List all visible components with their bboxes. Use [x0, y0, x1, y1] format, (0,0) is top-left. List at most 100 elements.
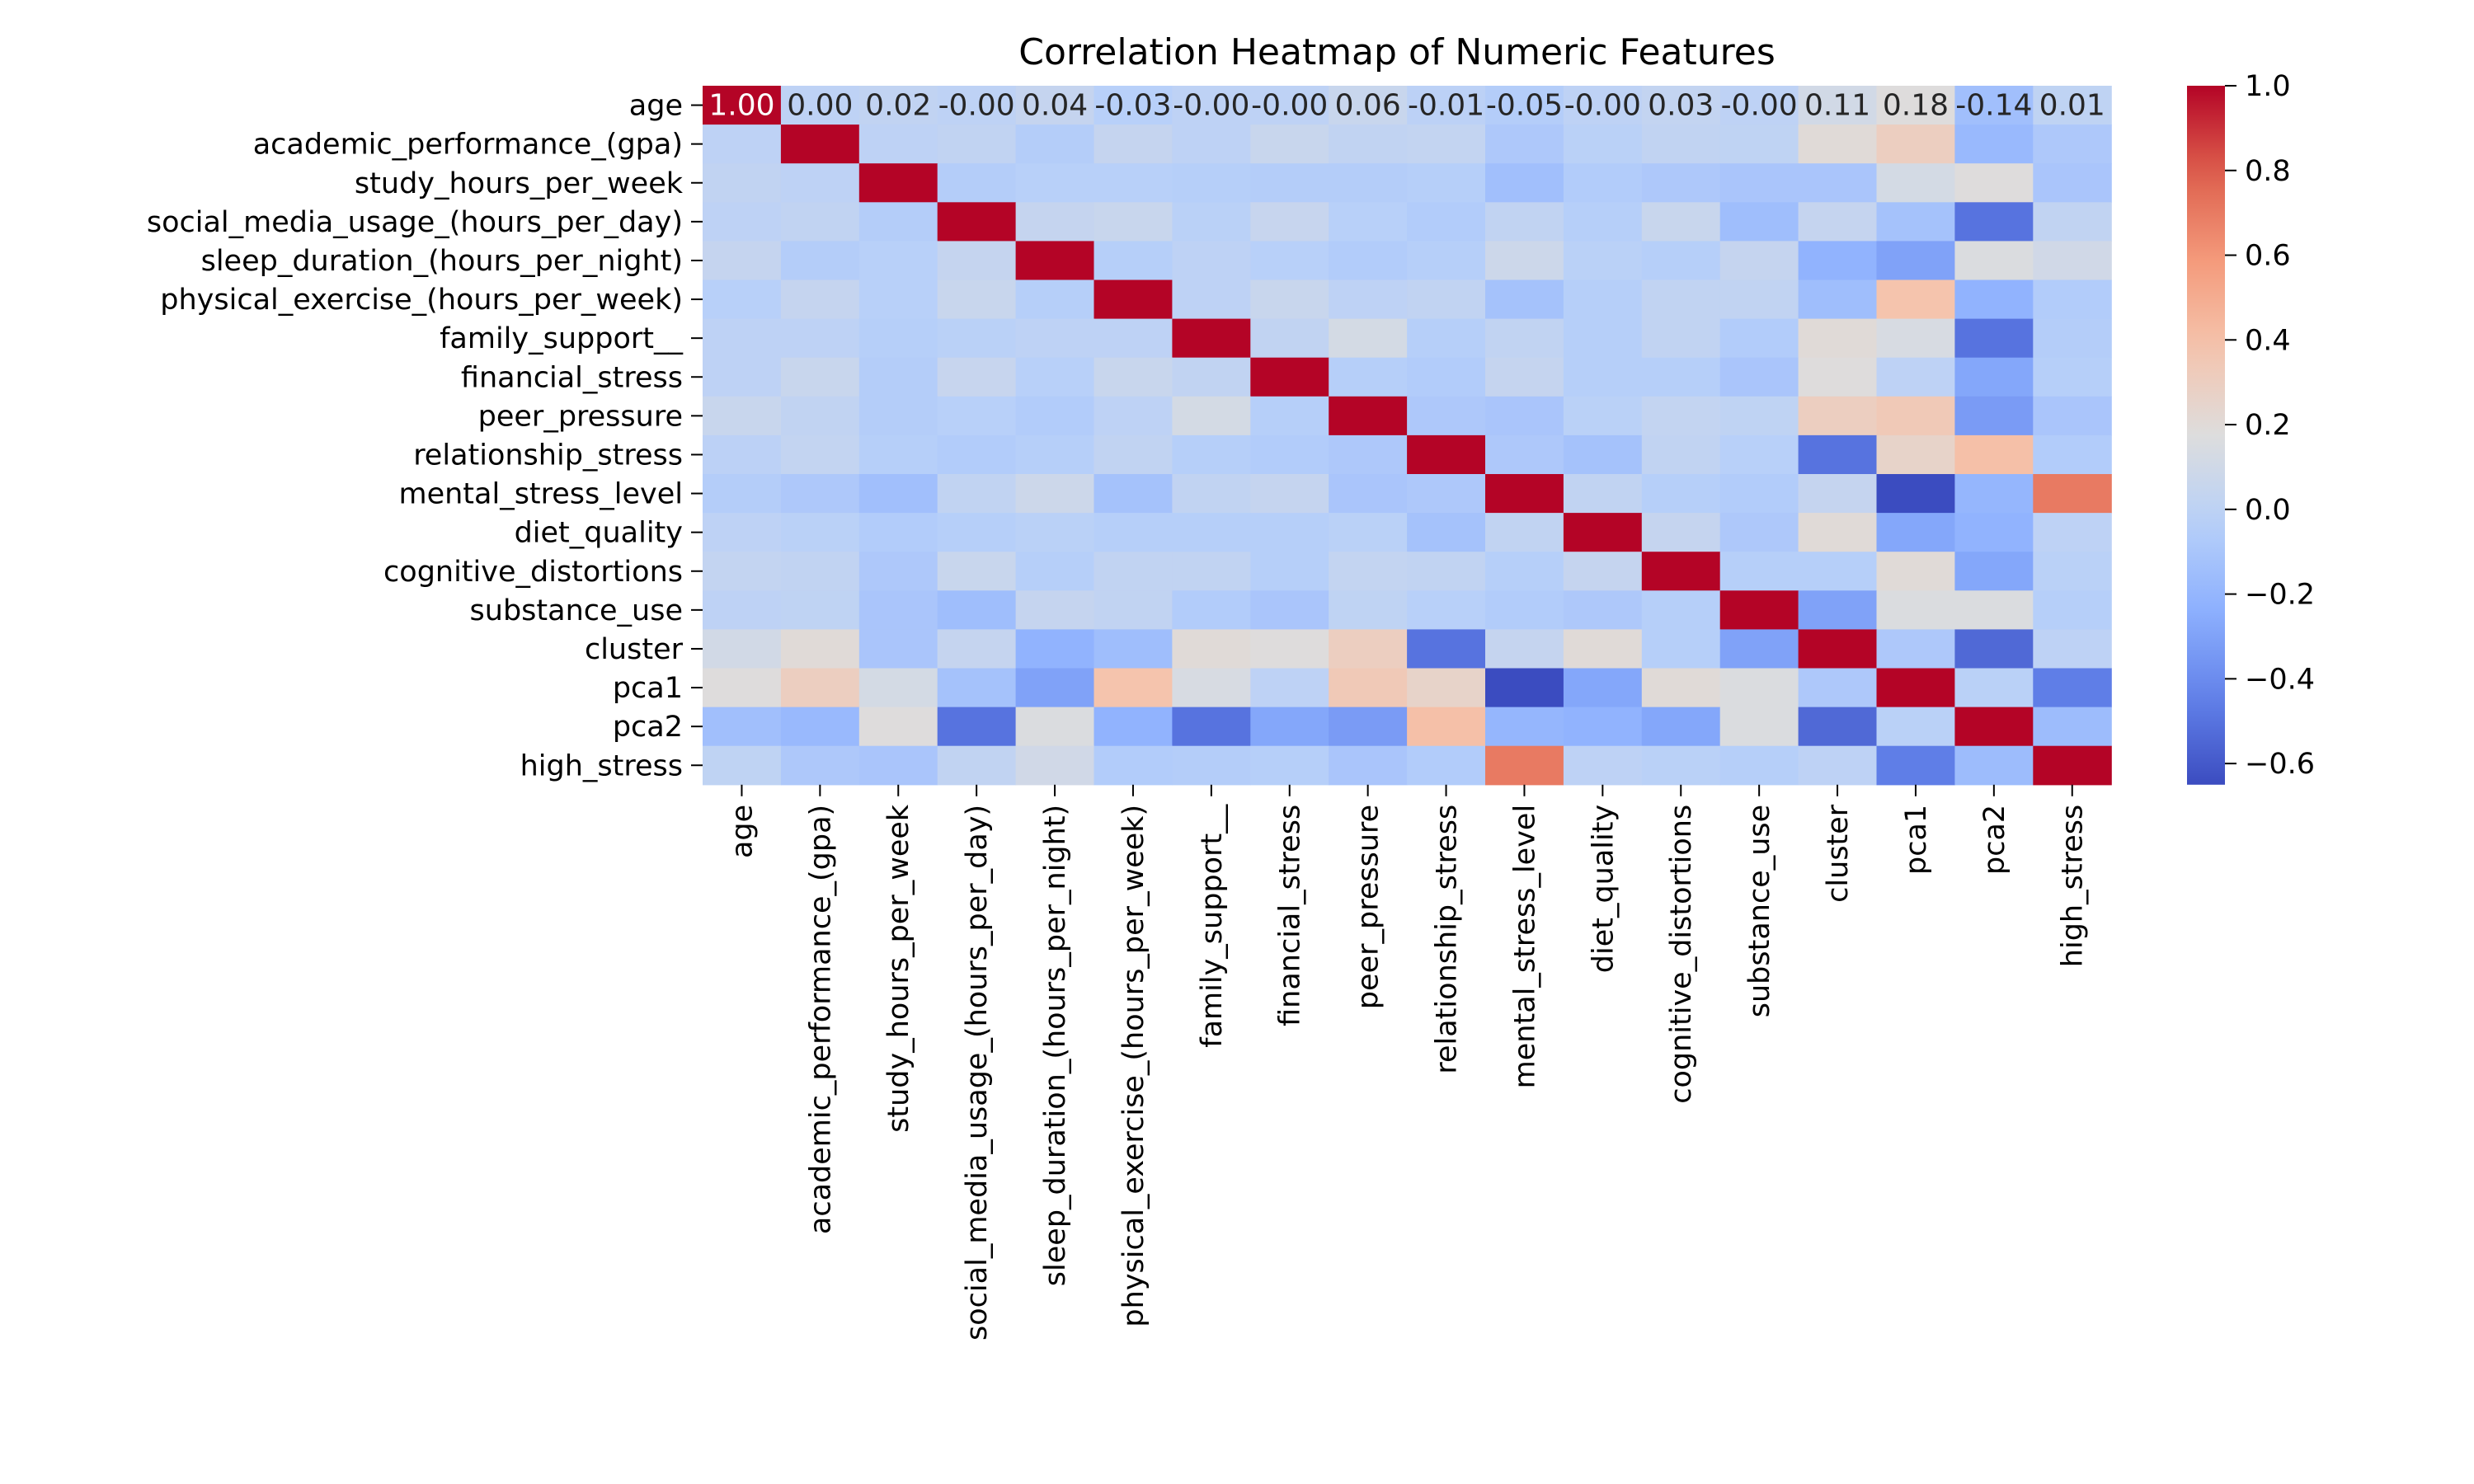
heatmap-cell [1798, 513, 1878, 552]
heatmap-cell [1329, 163, 1408, 203]
heatmap-cell [1015, 474, 1095, 514]
heatmap-cell [1719, 629, 1799, 669]
heatmap-cell [937, 396, 1017, 436]
heatmap-cell [703, 86, 782, 125]
x-tick-label: peer_pressure [1352, 805, 1385, 1009]
heatmap-cell [1798, 434, 1878, 475]
heatmap-cell [1876, 745, 1955, 786]
heatmap-cell [1015, 707, 1095, 747]
heatmap-cell [703, 163, 782, 203]
heatmap-cell [1798, 241, 1878, 281]
heatmap-cell [1876, 668, 1955, 708]
heatmap-cell [1094, 745, 1173, 786]
heatmap-cell [1798, 202, 1878, 242]
heatmap-cells [703, 86, 2112, 786]
y-tick-label: financial_stress [461, 361, 683, 394]
heatmap-cell [1876, 396, 1955, 436]
heatmap-cell [780, 202, 860, 242]
heatmap-cell [1641, 707, 1721, 747]
heatmap-cell [1719, 513, 1799, 552]
heatmap-cell [1563, 434, 1643, 475]
heatmap-cell [1798, 357, 1878, 397]
cell-annotation: 1.00 [708, 89, 774, 123]
heatmap-cell [1719, 590, 1799, 630]
heatmap-cell [1407, 745, 1486, 786]
heatmap-cell [1641, 590, 1721, 630]
heatmap-cell [937, 202, 1017, 242]
y-tick-label: diet_quality [515, 517, 683, 550]
heatmap-cell [1719, 318, 1799, 359]
heatmap-cell [1641, 745, 1721, 786]
heatmap-cell [858, 86, 938, 125]
heatmap-cell [703, 318, 782, 359]
cell-annotation: 0.03 [1648, 89, 1714, 123]
heatmap-cell [1954, 668, 2034, 708]
heatmap-cell [1876, 279, 1955, 320]
heatmap-cell [1407, 163, 1486, 203]
y-tick-label: cluster [585, 633, 684, 666]
heatmap-cell [780, 474, 860, 514]
heatmap-cell [2033, 552, 2112, 591]
heatmap-cell [1798, 163, 1878, 203]
heatmap-cell [858, 241, 938, 281]
heatmap-cell [1798, 396, 1878, 436]
heatmap-cell [1407, 202, 1486, 242]
heatmap-cell [1250, 279, 1329, 320]
heatmap-cell [1329, 707, 1408, 747]
heatmap-cell [1954, 86, 2034, 125]
heatmap-cell [1015, 513, 1095, 552]
x-axis-tick-labels: age academic_performance_(gpa) study_hours… [726, 784, 2090, 1341]
heatmap-cell [1329, 396, 1408, 436]
heatmap-cell [1798, 745, 1878, 786]
heatmap-cell [937, 629, 1017, 669]
heatmap-cell [703, 474, 782, 514]
heatmap-cell [1172, 241, 1251, 281]
heatmap-cell [1485, 745, 1564, 786]
heatmap-cell [1250, 241, 1329, 281]
heatmap-cell [1876, 357, 1955, 397]
heatmap-cell [1329, 434, 1408, 475]
y-tick-label: sleep_duration_(hours_per_night) [201, 245, 683, 278]
heatmap-cell [780, 552, 860, 591]
heatmap-cell [1329, 745, 1408, 786]
cell-annotation: -0.00 [1564, 89, 1641, 123]
heatmap-cell [1407, 629, 1486, 669]
heatmap-cell [1485, 396, 1564, 436]
heatmap-cell [1094, 396, 1173, 436]
heatmap-cell [780, 124, 860, 164]
heatmap-cell [1172, 707, 1251, 747]
heatmap-cell [1954, 434, 2034, 475]
heatmap-cell [1172, 513, 1251, 552]
heatmap-cell [780, 745, 860, 786]
heatmap-cell [1641, 279, 1721, 320]
cell-annotation: -0.00 [1721, 89, 1798, 123]
heatmap-cell [2033, 396, 2112, 436]
heatmap-cell [780, 357, 860, 397]
colorbar-tick-label: −0.6 [2245, 748, 2315, 781]
heatmap-cell [1563, 552, 1643, 591]
heatmap-cell [1407, 513, 1486, 552]
y-tick-label: academic_performance_(gpa) [253, 129, 683, 162]
x-tick-label: cluster [1822, 804, 1855, 903]
heatmap-cell [858, 163, 938, 203]
heatmap-annotations: 1.00 0.00 0.02 -0.00 0.04 -0.03 -0.00 -0.00 0.06… [708, 89, 2105, 123]
heatmap-cell [2033, 745, 2112, 786]
heatmap-cell [1798, 552, 1878, 591]
heatmap-cell [1407, 552, 1486, 591]
heatmap-cell [1719, 745, 1799, 786]
heatmap-cell [1407, 668, 1486, 708]
heatmap-cell [1094, 474, 1173, 514]
colorbar-tick-label: 0.2 [2245, 409, 2291, 442]
heatmap-cell [1876, 241, 1955, 281]
heatmap-cell [703, 552, 782, 591]
heatmap-cell [703, 357, 782, 397]
heatmap-cell [1719, 241, 1799, 281]
heatmap-cell [1563, 163, 1643, 203]
heatmap-cell [1719, 434, 1799, 475]
heatmap-cell [1641, 124, 1721, 164]
heatmap-cell [1563, 629, 1643, 669]
heatmap-cell [703, 668, 782, 708]
heatmap-cell [1954, 474, 2034, 514]
heatmap-cell [1172, 279, 1251, 320]
heatmap-cell [1563, 202, 1643, 242]
